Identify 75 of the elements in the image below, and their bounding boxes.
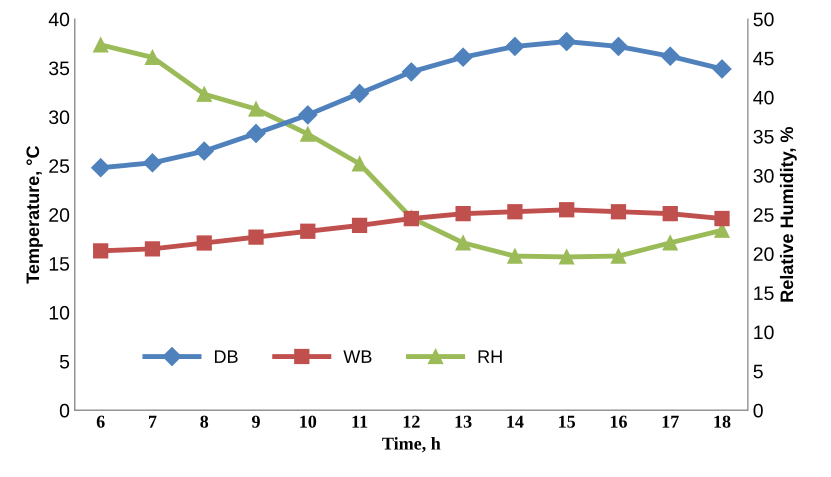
x-tick-label: 18	[714, 416, 730, 428]
x-tick-label: 10	[300, 416, 316, 428]
point	[714, 210, 730, 226]
point	[662, 206, 678, 222]
point	[608, 36, 628, 56]
point	[350, 84, 370, 103]
y-tick-label: 25	[49, 159, 70, 173]
y-tick-label: 5	[60, 354, 70, 369]
point	[300, 224, 316, 239]
point	[352, 218, 368, 234]
point	[248, 101, 264, 117]
point	[507, 204, 523, 220]
point	[455, 206, 471, 222]
x-tick-label: 14	[507, 416, 524, 428]
x-tick-label: 15	[559, 416, 576, 428]
point	[402, 62, 421, 82]
point	[196, 235, 212, 251]
point	[660, 46, 680, 66]
x-tick-label: 17	[662, 416, 679, 428]
y2-tick-label: 10	[754, 325, 774, 340]
point	[93, 37, 108, 53]
point	[505, 36, 524, 56]
y2-tick-label: 50	[754, 12, 774, 26]
x-tick-label: 16	[610, 416, 627, 428]
point	[91, 158, 110, 178]
x-tick-label: 7	[148, 416, 157, 428]
y-axis-title: Temperature, °C	[26, 146, 43, 284]
x-tick-label: 11	[352, 416, 368, 428]
y-tick-label: 20	[49, 208, 70, 222]
y-tick-label: 40	[48, 12, 70, 26]
point	[300, 126, 316, 142]
y-tick-label: 35	[49, 61, 70, 76]
y2-tick-label: 5	[754, 364, 763, 378]
point	[507, 248, 523, 264]
y-tick-label: 30	[49, 110, 70, 124]
x-tick-label: 12	[404, 416, 420, 428]
point	[559, 249, 574, 265]
point	[144, 241, 160, 257]
legend-label: RH	[478, 350, 502, 363]
point	[559, 202, 574, 218]
point	[610, 204, 626, 220]
point	[246, 124, 266, 144]
y2-axis-title: Relative Humidity, %	[780, 126, 797, 302]
point	[93, 243, 108, 258]
point	[144, 50, 160, 66]
point	[194, 142, 214, 161]
y-tick-label: 15	[50, 257, 70, 271]
y-tick-label: 0	[60, 404, 70, 418]
y2-tick-label: 35	[754, 130, 774, 144]
y2-tick-label: 20	[754, 247, 774, 261]
y2-tick-label: 15	[754, 286, 774, 300]
point	[196, 86, 212, 102]
y2-tick-label: 40	[753, 90, 774, 105]
x-tick-label: 8	[200, 416, 208, 428]
point	[248, 230, 264, 245]
x-tick-label: 6	[96, 416, 105, 428]
y2-tick-label: 25	[754, 208, 774, 222]
y2-tick-label: 0	[754, 404, 763, 418]
y2-tick-label: 45	[753, 52, 774, 66]
point	[454, 48, 473, 67]
legend-label: WB	[343, 350, 372, 363]
point	[610, 248, 626, 264]
x-axis-title: Time, h	[382, 437, 441, 452]
legend-label: DB	[214, 350, 238, 363]
point	[557, 32, 576, 52]
x-tick-label: 13	[456, 416, 472, 428]
point	[455, 235, 471, 250]
point	[298, 105, 318, 124]
x-tick-label: 9	[252, 416, 260, 428]
point	[142, 153, 162, 172]
point	[352, 156, 368, 172]
y-tick-label: 10	[50, 306, 70, 320]
y2-tick-label: 30	[754, 169, 774, 183]
point	[662, 235, 678, 250]
point	[712, 59, 732, 78]
